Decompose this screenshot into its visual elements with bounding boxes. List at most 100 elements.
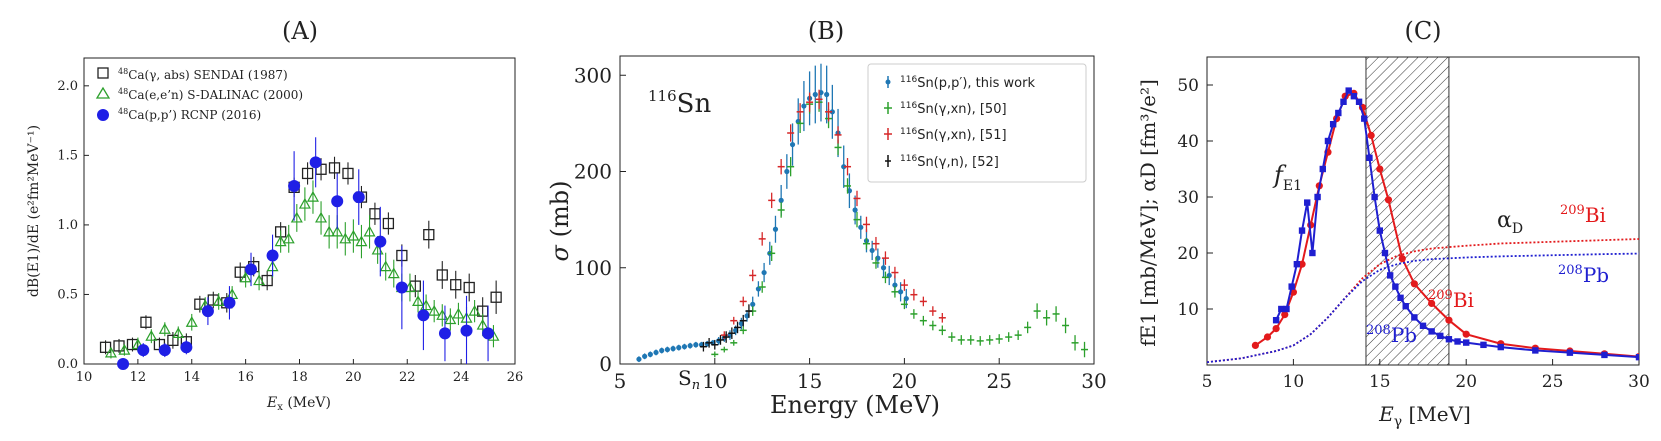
legend-marker-square (97, 67, 109, 79)
data-point (761, 269, 767, 276)
data-point-triangle (274, 235, 287, 247)
panel-a-legend: 48Ca(γ, abs) SENDAI (1987) 48Ca(e,e’n) S… (95, 67, 303, 122)
data-point (636, 356, 642, 362)
data-point-triangle (476, 318, 489, 330)
data-point (664, 346, 671, 353)
y-tick-label: 200 (574, 160, 612, 184)
data-point (750, 301, 756, 307)
x-tick-label: 10 (1283, 372, 1305, 392)
data-point-square (1335, 109, 1342, 117)
data-point-circle (1462, 330, 1470, 338)
data-point-triangle (185, 316, 198, 327)
y-tick-label: 300 (574, 63, 612, 87)
data-point-triangle (428, 304, 441, 316)
data-point-circle (1367, 131, 1375, 139)
data-point (676, 345, 682, 351)
x-tick-label: 10 (76, 370, 93, 385)
panel-c-xlabel: Eγ [MeV] (1378, 402, 1471, 430)
data-point-triangle (145, 329, 158, 341)
data-point-square (1314, 193, 1321, 201)
data-point-triangle (444, 313, 457, 325)
panel-c-axes: 5 10 15 20 25 30 10 20 30 40 50 (1177, 76, 1649, 392)
data-point-circle (180, 341, 193, 354)
data-point (789, 141, 796, 148)
data-point-square (1411, 314, 1418, 321)
panel-c-pb-label-mid: 208Pb (1366, 323, 1417, 347)
data-point-triangle (331, 225, 344, 237)
x-tick-label: 24 (453, 370, 470, 385)
x-tick-label: 16 (237, 370, 254, 385)
panel-c-fe1-label: fE1 (1272, 161, 1302, 194)
x-tick-label: 30 (1081, 369, 1106, 393)
panel-c-bi-label-top: 209Bi (1560, 203, 1606, 227)
data-point-square (1272, 317, 1280, 324)
legend-b-3: 116Sn(γ,xn), [51] (900, 127, 1007, 143)
data-point-triangle (282, 232, 295, 244)
data-point (659, 347, 665, 354)
data-point-circle (1428, 299, 1436, 307)
data-point (892, 282, 898, 288)
panel-c-ylabel: fE1 [mb/MeV]; αD [fm³/e²] (1136, 79, 1160, 347)
data-point-square (1532, 347, 1539, 354)
data-point (778, 197, 784, 203)
data-point-square (1355, 98, 1363, 105)
data-point-square (1283, 305, 1290, 313)
panel-a-axes: 10 12 14 16 18 20 22 24 26 0.0 0.5 1.0 1.5 2.0 (57, 79, 523, 385)
legend-b-2: 116Sn(γ,xn), [50] (900, 101, 1007, 117)
data-point-triangle (347, 229, 360, 241)
y-tick-label: 1.0 (57, 218, 78, 233)
data-point-square (463, 281, 475, 294)
panel-b-plot (636, 63, 1089, 363)
x-tick-label: 12 (130, 370, 147, 385)
data-point-square (1288, 283, 1295, 290)
x-tick-label: 15 (797, 369, 822, 393)
data-point-square (1454, 338, 1461, 345)
x-tick-label: 18 (291, 370, 308, 385)
data-point-triangle (468, 304, 481, 316)
panel-c-title: (C) (1404, 17, 1441, 45)
data-point-circle (1281, 311, 1289, 319)
panel-b-nucleus-label: 116Sn (648, 87, 711, 119)
y-tick-label: 0.5 (57, 287, 78, 302)
x-tick-label: 5 (614, 369, 627, 393)
data-point (681, 344, 688, 350)
data-point-square (1428, 328, 1435, 335)
data-point-square (423, 228, 435, 241)
panel-c-shaded-band (1365, 56, 1450, 366)
x-tick-label: 10 (702, 369, 727, 393)
data-point (829, 109, 835, 115)
y-tick-label: 2.0 (57, 79, 78, 94)
y-tick-label: 50 (1177, 76, 1199, 96)
data-point-square (382, 217, 395, 230)
panel-b-xlabel: Energy (MeV) (770, 391, 940, 419)
legend-b-marker-1 (885, 79, 891, 85)
y-tick-label: 40 (1177, 132, 1199, 152)
legend-a-1: 48Ca(γ, abs) SENDAI (1987) (118, 67, 288, 82)
legend-a-2: 48Ca(e,e’n) S-DALINAC (2000) (118, 87, 303, 102)
x-tick-label: 25 (1542, 372, 1564, 392)
data-point-triangle (158, 322, 171, 334)
data-point-triangle (363, 225, 376, 237)
data-point-circle (1263, 333, 1272, 341)
data-point-square (301, 167, 314, 180)
panel-b-ylabel: σ (mb) (546, 181, 574, 262)
data-point-square (1480, 341, 1487, 349)
x-tick-label: 25 (986, 369, 1011, 393)
data-point-square (1463, 339, 1470, 346)
data-point (858, 224, 864, 230)
data-point-circle (1398, 255, 1406, 263)
y-tick-label: 1.5 (57, 148, 78, 163)
data-point-circle (201, 305, 214, 318)
data-point-square (1319, 165, 1326, 173)
data-point-circle (245, 263, 258, 276)
panel-b-frame (619, 55, 1095, 365)
data-point (647, 351, 653, 357)
data-point-triangle (298, 197, 311, 209)
data-point-circle (223, 296, 236, 309)
data-point-square (1324, 137, 1332, 145)
panel-c-alpha-label: αD (1497, 208, 1523, 237)
data-point (812, 91, 818, 98)
x-tick-label: 5 (1202, 372, 1213, 392)
